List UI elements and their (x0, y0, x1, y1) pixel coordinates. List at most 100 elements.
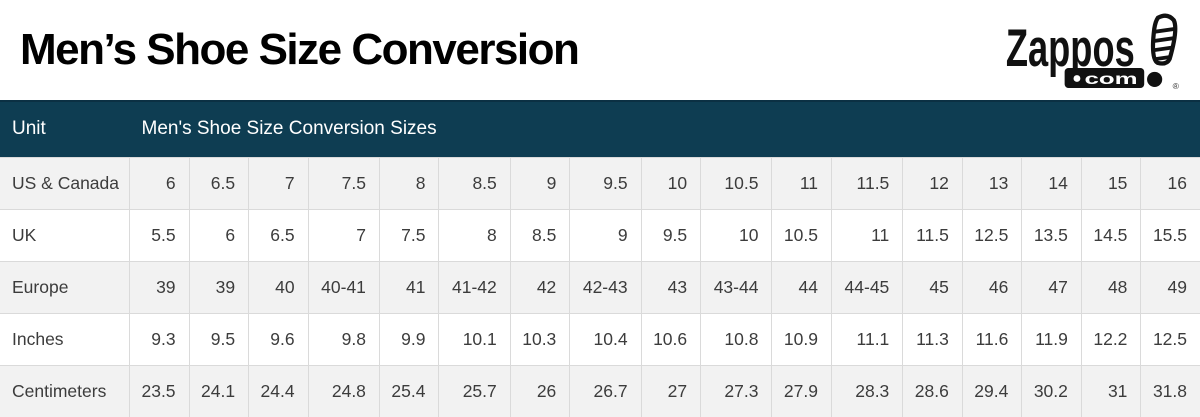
size-value-cell: 10.9 (771, 312, 832, 365)
size-value-cell: 11.3 (902, 312, 963, 365)
size-value-cell: 25.7 (438, 364, 511, 417)
row-label: Europe (0, 260, 130, 313)
size-value-cell: 28.3 (830, 364, 903, 417)
size-value-cell: 39 (129, 260, 190, 313)
table-row-europe: Europe 39 39 40 40-41 41 41-42 42 42-43 43 43-44 4… (0, 260, 1200, 313)
size-value-cell: 6 (129, 156, 190, 209)
size-value-cell: 11.5 (902, 208, 963, 261)
size-value-cell: 6.5 (188, 156, 249, 209)
row-label: US & Canada (0, 156, 130, 209)
zappos-logo: Zappos com ® (1006, 13, 1180, 91)
size-value-cell: 9.5 (569, 156, 642, 209)
row-label: Centimeters (0, 364, 130, 417)
size-value-cell: 11 (771, 156, 832, 209)
size-value-cell: 31.8 (1140, 364, 1200, 417)
table-row-centimeters: Centimeters 23.5 24.1 24.4 24.8 25.4 25.7 26 26… (0, 364, 1200, 417)
sizes-header-cell: Men's Shoe Size Conversion Sizes (129, 100, 1200, 157)
size-value-cell: 49 (1140, 260, 1200, 313)
dot-com-badge: com (1064, 68, 1145, 88)
size-value-cell: 8.5 (509, 208, 570, 261)
exclamation-dot (1147, 71, 1163, 87)
size-value-cell: 9 (569, 208, 642, 261)
size-value-cell: 10.5 (700, 156, 772, 209)
page-header: Men’s Shoe Size Conversion Zappos com (0, 0, 1200, 100)
size-value-cell: 9.6 (248, 312, 309, 365)
size-value-cell: 42-43 (569, 260, 642, 313)
size-value-cell: 11.5 (830, 156, 903, 209)
size-value-cell: 15 (1080, 156, 1141, 209)
size-value-cell: 26 (509, 364, 570, 417)
shoe-exclamation-icon (1149, 13, 1178, 66)
size-value-cell: 27.3 (700, 364, 772, 417)
size-value-cell: 39 (188, 260, 249, 313)
table-header-row: Unit Men's Shoe Size Conversion Sizes (0, 100, 1200, 157)
size-value-cell: 28.6 (902, 364, 963, 417)
row-label: UK (0, 208, 130, 261)
unit-header-cell: Unit (0, 100, 130, 157)
size-value-cell: 10.4 (569, 312, 642, 365)
size-value-cell: 27.9 (771, 364, 832, 417)
size-value-cell: 10 (640, 156, 701, 209)
table-row-inches: Inches 9.3 9.5 9.6 9.8 9.9 10.1 10.3 10.4 10.6 10… (0, 312, 1200, 365)
size-value-cell: 44 (771, 260, 832, 313)
table-row-uk: UK 5.5 6 6.5 7 7.5 8 8.5 9 9.5 10 10.5 11 11.5 12.5 13… (0, 208, 1200, 261)
size-value-cell: 16 (1140, 156, 1200, 209)
size-value-cell: 41 (378, 260, 439, 313)
size-value-cell: 12.5 (961, 208, 1022, 261)
size-value-cell: 9.5 (640, 208, 701, 261)
size-value-cell: 10.8 (700, 312, 772, 365)
size-value-cell: 9.9 (378, 312, 439, 365)
size-value-cell: 29.4 (961, 364, 1022, 417)
size-value-cell: 31 (1080, 364, 1141, 417)
size-value-cell: 11 (830, 208, 903, 261)
page-title: Men’s Shoe Size Conversion (20, 25, 580, 74)
size-value-cell: 13 (961, 156, 1022, 209)
size-value-cell: 12 (902, 156, 963, 209)
size-value-cell: 27 (640, 364, 701, 417)
size-value-cell: 13.5 (1021, 208, 1082, 261)
size-value-cell: 9.5 (188, 312, 249, 365)
size-value-cell: 23.5 (129, 364, 190, 417)
size-value-cell: 7 (248, 156, 309, 209)
size-value-cell: 8.5 (438, 156, 511, 209)
size-value-cell: 14.5 (1080, 208, 1141, 261)
size-value-cell: 46 (961, 260, 1022, 313)
size-value-cell: 12.2 (1080, 312, 1141, 365)
dot-icon (1073, 75, 1081, 82)
size-value-cell: 45 (902, 260, 963, 313)
size-value-cell: 30.2 (1021, 364, 1082, 417)
size-value-cell: 10.1 (438, 312, 511, 365)
table-row-us-canada: US & Canada 6 6.5 7 7.5 8 8.5 9 9.5 10 10.5 11 11.5… (0, 156, 1200, 209)
size-value-cell: 24.8 (307, 364, 380, 417)
size-value-cell: 10.5 (771, 208, 832, 261)
size-value-cell: 47 (1021, 260, 1082, 313)
size-value-cell: 26.7 (569, 364, 642, 417)
size-value-cell: 40-41 (307, 260, 380, 313)
size-value-cell: 48 (1080, 260, 1141, 313)
size-value-cell: 43-44 (700, 260, 772, 313)
size-value-cell: 42 (509, 260, 570, 313)
size-value-cell: 6.5 (248, 208, 309, 261)
size-value-cell: 11.9 (1021, 312, 1082, 365)
row-label: Inches (0, 312, 130, 365)
size-value-cell: 15.5 (1140, 208, 1200, 261)
size-value-cell: 8 (438, 208, 511, 261)
size-value-cell: 43 (640, 260, 701, 313)
size-value-cell: 44-45 (830, 260, 903, 313)
size-value-cell: 24.1 (188, 364, 249, 417)
size-value-cell: 7 (307, 208, 380, 261)
size-value-cell: 10 (700, 208, 772, 261)
size-value-cell: 41-42 (438, 260, 511, 313)
size-value-cell: 10.3 (509, 312, 570, 365)
size-value-cell: 14 (1021, 156, 1082, 209)
size-value-cell: 40 (248, 260, 309, 313)
size-value-cell: 9.8 (307, 312, 380, 365)
size-value-cell: 12.5 (1140, 312, 1200, 365)
size-value-cell: 8 (378, 156, 439, 209)
size-value-cell: 7.5 (307, 156, 380, 209)
size-value-cell: 11.1 (830, 312, 903, 365)
registered-mark: ® (1173, 81, 1180, 91)
shoe-size-conversion-table: Unit Men's Shoe Size Conversion Sizes US… (0, 100, 1200, 417)
size-value-cell: 9 (509, 156, 570, 209)
size-value-cell: 24.4 (248, 364, 309, 417)
